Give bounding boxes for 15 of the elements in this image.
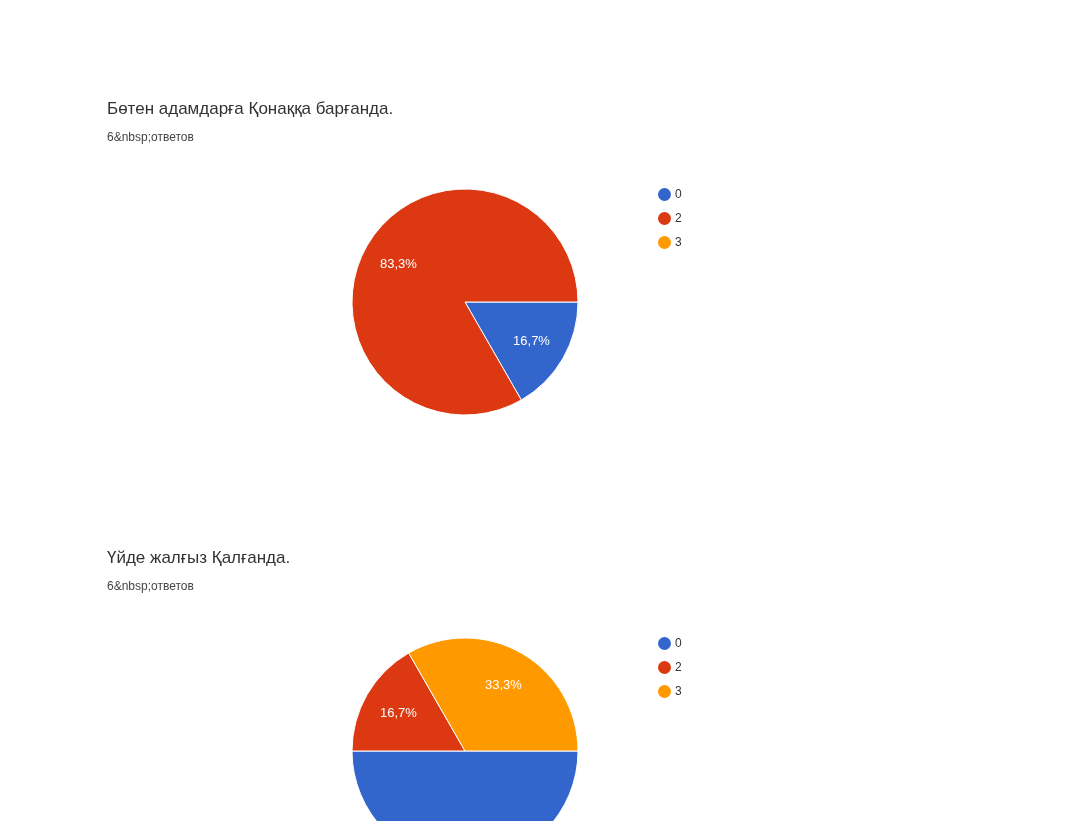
text: Үйде жалғыз Қалғанда. (107, 548, 291, 568)
legend-label: 0 (675, 187, 682, 201)
chart-title: Бөтен адамдарға Қонаққа барғанда. (107, 99, 394, 119)
legend-label: 2 (675, 660, 682, 674)
data-label: 16,7% (380, 705, 418, 721)
text: 6&nbsp;ответов (107, 579, 194, 593)
data-label: 16,7% (513, 332, 551, 348)
data-label: 83,3% (380, 256, 418, 272)
pie-slice (351, 188, 579, 416)
data-label: 33,3% (485, 676, 523, 692)
legend-label: 0 (675, 636, 682, 650)
legend-label: 3 (675, 235, 682, 249)
legend-label: 2 (675, 211, 682, 225)
text: 6&nbsp;ответов (107, 130, 194, 144)
legend-label: 3 (675, 684, 682, 698)
